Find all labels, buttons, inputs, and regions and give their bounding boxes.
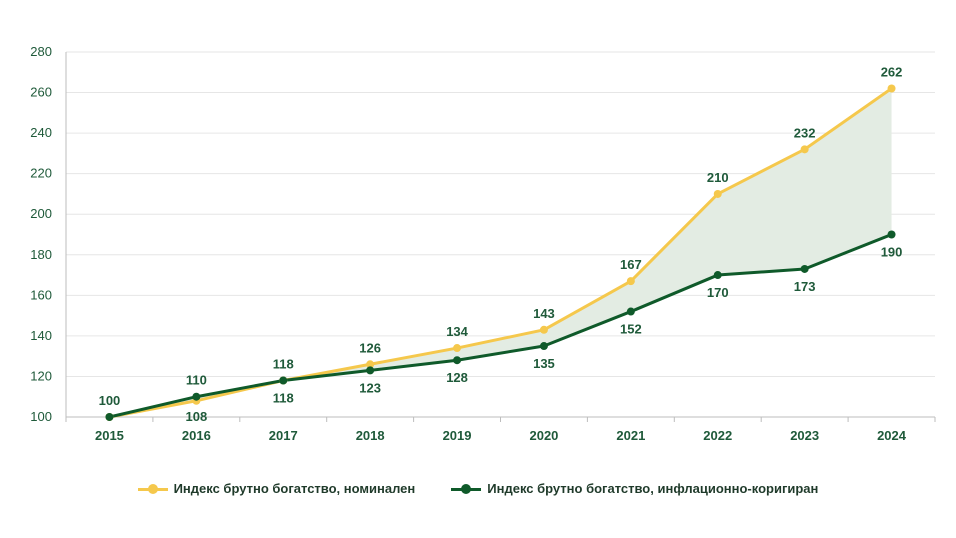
legend-swatch-real — [451, 483, 482, 495]
data-label-real: 152 — [620, 322, 642, 337]
y-tick-label: 100 — [30, 409, 52, 424]
data-point-nominal — [453, 344, 462, 353]
data-label-nominal: 210 — [707, 170, 729, 185]
data-point-real — [887, 230, 896, 239]
data-label-real: 123 — [359, 380, 381, 395]
x-tick-label: 2017 — [269, 428, 298, 443]
y-tick-label: 180 — [30, 247, 52, 262]
data-label-nominal: 143 — [533, 306, 555, 321]
legend-swatch-nominal — [137, 483, 168, 495]
line-chart: 100 120 140 160 180 200 220 240 260 280 2015 2016 20… — [30, 44, 936, 443]
legend-label-real: Индекс брутно богатство, инфлационно-кор… — [487, 481, 819, 496]
data-point-real — [800, 264, 809, 273]
data-label-nominal: 262 — [881, 65, 903, 80]
data-label-nominal: 126 — [359, 340, 381, 355]
data-label-nominal: 232 — [794, 125, 816, 140]
data-point-real — [192, 392, 201, 401]
data-label-real: 173 — [794, 279, 816, 294]
data-label-real: 110 — [186, 373, 207, 388]
x-tick-label: 2020 — [529, 428, 558, 443]
data-label-real: 118 — [273, 391, 294, 406]
data-point-real — [279, 376, 288, 385]
data-point-real — [626, 307, 635, 316]
x-tick-label: 2018 — [356, 428, 385, 443]
y-tick-label: 220 — [30, 166, 52, 181]
series-line-nominal — [109, 87, 893, 419]
x-tick-label: 2024 — [877, 428, 907, 443]
y-tick-label: 120 — [30, 368, 52, 383]
data-point-real — [105, 413, 114, 421]
data-label-nominal: 100 — [99, 393, 121, 408]
area-between-series — [109, 88, 892, 417]
data-point-real — [453, 356, 462, 365]
data-label-nominal: 108 — [185, 409, 207, 424]
x-tick-label: 2015 — [95, 428, 124, 443]
data-point-nominal — [539, 325, 548, 334]
data-point-nominal — [366, 360, 375, 369]
data-point-nominal — [887, 84, 896, 93]
data-point-nominal — [626, 277, 635, 286]
legend-label-nominal: Индекс брутно богатство, номинален — [173, 481, 416, 496]
data-label-real: 170 — [707, 285, 729, 300]
y-tick-label: 260 — [30, 85, 52, 100]
y-tick-label: 280 — [30, 44, 52, 59]
x-tick-label: 2022 — [703, 428, 732, 443]
y-tick-label: 240 — [30, 125, 52, 140]
data-point-real — [713, 271, 722, 280]
data-label-real: 135 — [533, 356, 555, 371]
data-point-real — [539, 342, 548, 351]
legend-item-nominal: Индекс брутно богатство, номинален — [137, 481, 416, 496]
data-point-nominal — [800, 145, 809, 154]
legend-item-real: Индекс брутно богатство, инфлационно-кор… — [451, 481, 818, 496]
x-tick-label: 2021 — [616, 428, 645, 443]
legend: Индекс брутно богатство, номинален Индек… — [0, 481, 956, 496]
data-label-real: 128 — [446, 370, 468, 385]
y-tick-label: 140 — [30, 328, 52, 343]
x-tick-label: 2023 — [790, 428, 819, 443]
data-label-real: 190 — [881, 245, 903, 260]
data-label-nominal: 167 — [620, 257, 642, 272]
data-label-nominal: 134 — [446, 324, 468, 339]
series-line-real — [109, 233, 893, 419]
y-tick-label: 200 — [30, 206, 52, 221]
x-tick-label: 2019 — [443, 428, 472, 443]
y-tick-label: 160 — [30, 287, 52, 302]
data-point-real — [366, 366, 375, 375]
x-tick-label: 2016 — [182, 428, 211, 443]
data-label-nominal: 118 — [273, 357, 294, 372]
data-point-nominal — [713, 189, 722, 198]
